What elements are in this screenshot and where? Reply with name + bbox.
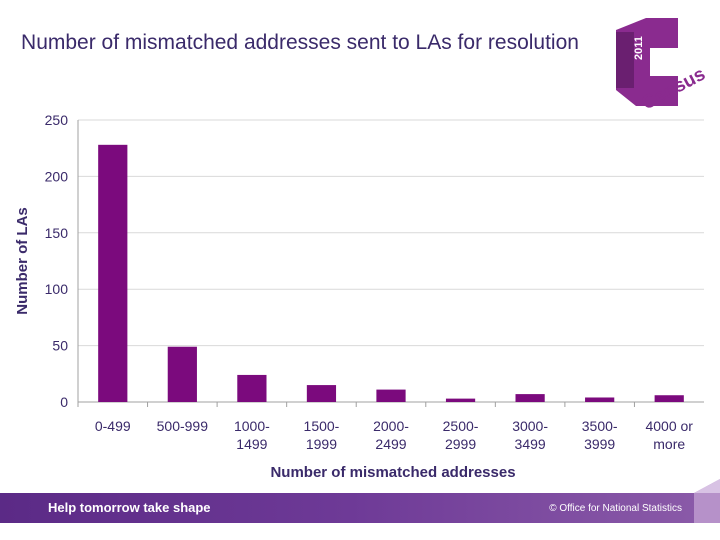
- y-axis-label: Number of LAs: [14, 207, 31, 315]
- x-tick-label: 2500-2999: [443, 418, 479, 452]
- y-tick-label: 50: [52, 338, 68, 354]
- census-2011-logo: 2011 Census: [616, 18, 709, 114]
- page-title: Number of mismatched addresses sent to L…: [21, 31, 579, 54]
- y-tick-label: 100: [45, 281, 69, 297]
- x-tick-label: 4000 or more: [645, 418, 693, 452]
- x-tick-label: 3500-3999: [582, 418, 618, 452]
- x-axis-label: Number of mismatched addresses: [270, 464, 515, 481]
- footer-bar: [0, 493, 700, 523]
- y-tick-label: 0: [60, 394, 68, 410]
- x-tick-label: 1500-1999: [304, 418, 340, 452]
- x-tick-labels: 0-499 500-999 1000-1499 1500-1999 2000-2499 2…: [95, 418, 693, 452]
- footer-banner: Help tomorrow take shape © Office for Na…: [0, 493, 700, 523]
- footer-tagline: Help tomorrow take shape: [48, 500, 211, 515]
- bar: [306, 385, 337, 402]
- bar: [237, 374, 267, 402]
- bar-chart: 0 50 100 150 200 250 0-499 500-999 1000-1499 150…: [14, 112, 704, 481]
- y-tick-labels: 0 50 100 150 200 250: [45, 112, 69, 410]
- bar: [585, 397, 615, 402]
- footer-copyright: © Office for National Statistics: [549, 503, 682, 514]
- bar: [654, 395, 684, 402]
- bar: [98, 144, 128, 403]
- bars: [98, 144, 684, 403]
- x-tick-label: 2000-2499: [373, 418, 409, 452]
- grid-lines: [77, 119, 704, 407]
- bar: [445, 398, 476, 402]
- x-tick-label: 500-999: [157, 418, 209, 434]
- bar: [167, 346, 197, 402]
- x-tick-label: 1000-1499: [234, 418, 270, 452]
- bar: [515, 394, 545, 402]
- page-fold-decoration: [694, 479, 720, 523]
- y-tick-label: 150: [45, 225, 69, 241]
- bar: [376, 389, 406, 402]
- y-tick-label: 200: [45, 168, 69, 184]
- x-tick-label: 3000-3499: [512, 418, 548, 452]
- y-tick-label: 250: [45, 112, 69, 128]
- census-logo-year: 2011: [633, 36, 645, 60]
- x-tick-label: 0-499: [95, 418, 131, 434]
